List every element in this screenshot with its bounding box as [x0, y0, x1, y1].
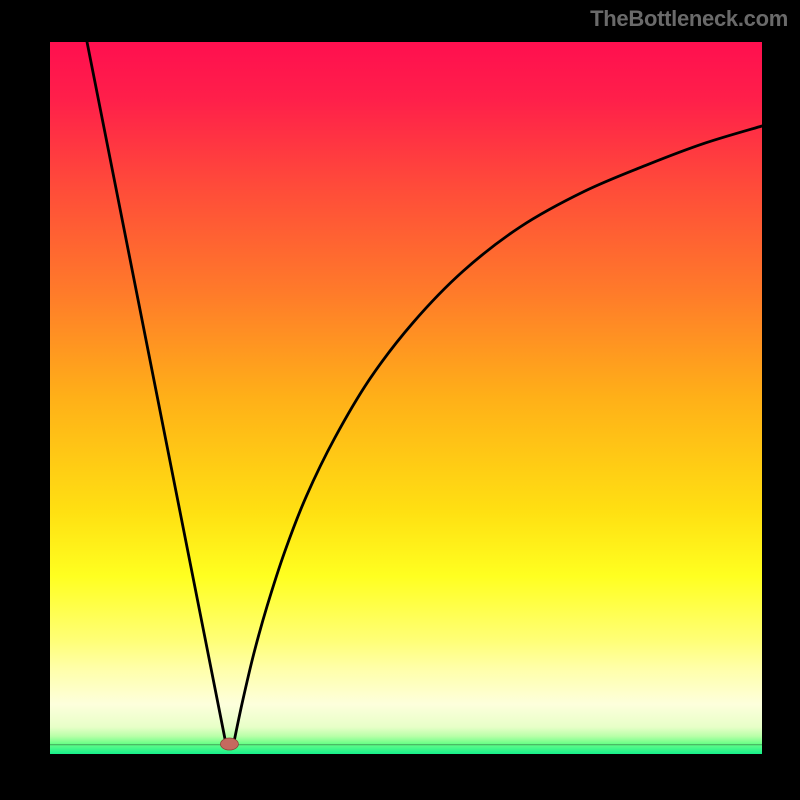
minimum-marker — [220, 738, 238, 750]
chart-svg — [0, 0, 800, 800]
watermark-text: TheBottleneck.com — [590, 6, 788, 32]
